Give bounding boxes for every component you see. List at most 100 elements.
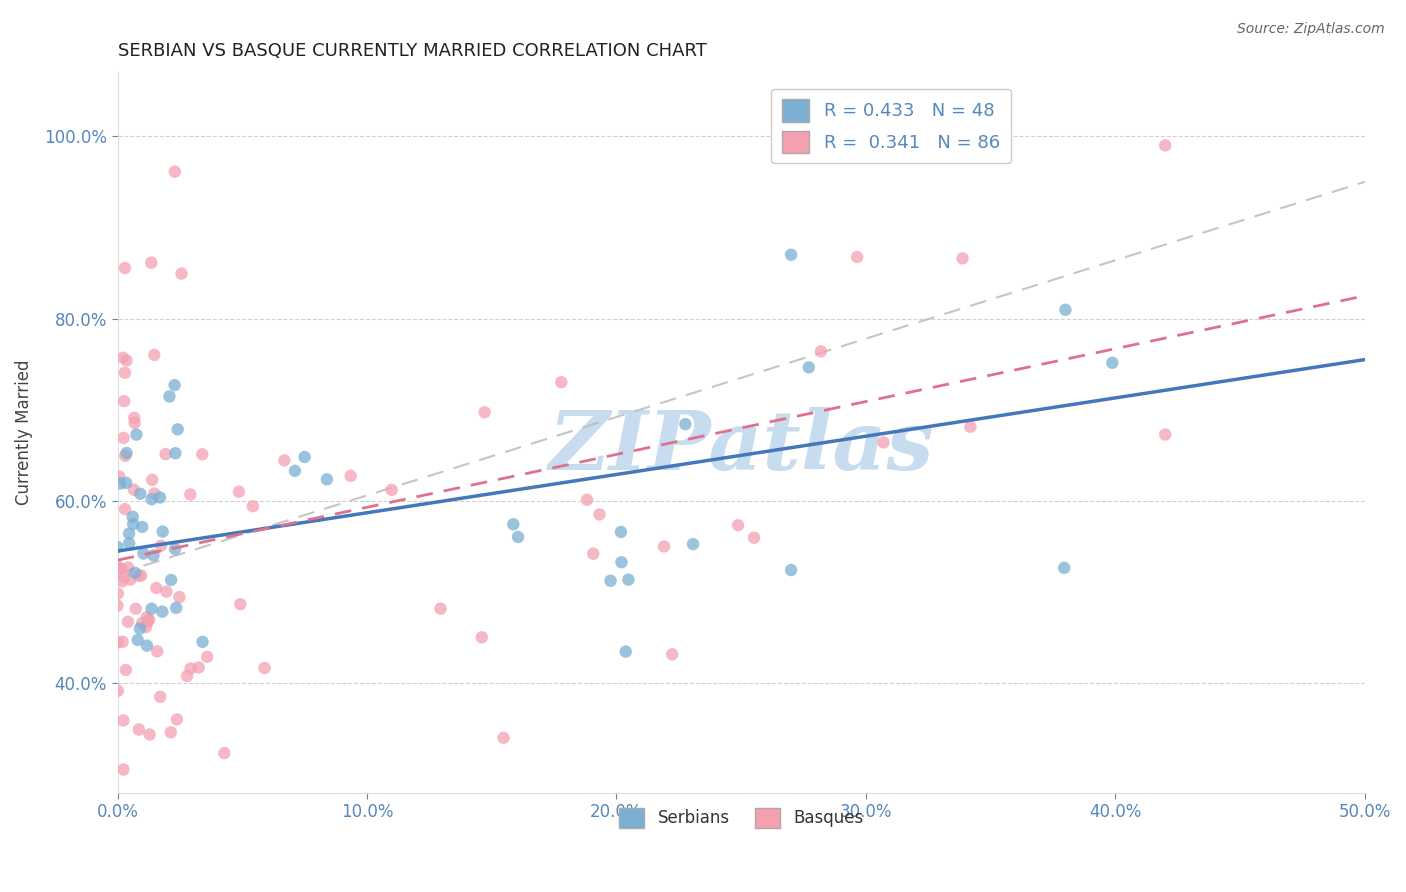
Point <box>115 663 138 677</box>
Point <box>143 486 166 500</box>
Point <box>138 613 160 627</box>
Point <box>114 260 136 275</box>
Point <box>253 661 276 675</box>
Point <box>124 416 146 430</box>
Point <box>160 573 183 587</box>
Point <box>141 255 163 269</box>
Point <box>214 746 236 760</box>
Point <box>159 725 181 739</box>
Point <box>1053 561 1076 575</box>
Point <box>610 524 633 539</box>
Point <box>152 524 174 539</box>
Point <box>1154 138 1177 153</box>
Point <box>163 378 186 392</box>
Point <box>165 446 187 460</box>
Point <box>143 348 166 362</box>
Point <box>155 447 177 461</box>
Point <box>228 484 250 499</box>
Point <box>180 661 202 675</box>
Point <box>110 476 132 491</box>
Point <box>127 632 149 647</box>
Point <box>150 605 173 619</box>
Point <box>114 502 136 516</box>
Point <box>471 630 494 644</box>
Point <box>1054 302 1077 317</box>
Point <box>107 683 129 698</box>
Point <box>846 250 869 264</box>
Point <box>138 727 160 741</box>
Point <box>429 601 451 615</box>
Point <box>191 635 214 649</box>
Point <box>107 635 129 649</box>
Point <box>229 597 252 611</box>
Point <box>952 252 974 266</box>
Point <box>165 542 187 557</box>
Point <box>122 483 145 497</box>
Point <box>661 648 683 662</box>
Point <box>118 536 141 550</box>
Point <box>166 422 188 436</box>
Point <box>149 690 172 704</box>
Point <box>112 570 135 584</box>
Point <box>121 509 143 524</box>
Point <box>959 419 981 434</box>
Point <box>132 547 155 561</box>
Point <box>474 405 496 419</box>
Point <box>780 563 803 577</box>
Point <box>110 562 132 576</box>
Point <box>128 622 150 636</box>
Point <box>582 547 605 561</box>
Point <box>107 599 129 613</box>
Point <box>191 447 214 461</box>
Legend: Serbians, Basques: Serbians, Basques <box>613 801 870 835</box>
Point <box>131 520 153 534</box>
Point <box>294 450 316 464</box>
Point <box>108 469 131 483</box>
Point <box>129 568 152 582</box>
Point <box>614 644 637 658</box>
Point <box>610 555 633 569</box>
Point <box>673 417 696 432</box>
Point <box>128 723 150 737</box>
Point <box>129 487 152 501</box>
Point <box>163 164 186 178</box>
Point <box>128 569 150 583</box>
Text: ZIPatlas: ZIPatlas <box>548 407 934 487</box>
Point <box>727 518 749 533</box>
Point <box>157 390 180 404</box>
Point <box>599 574 621 588</box>
Point <box>141 492 163 507</box>
Point <box>107 540 129 554</box>
Point <box>112 714 135 728</box>
Point <box>742 531 765 545</box>
Point <box>146 644 169 658</box>
Point <box>141 601 163 615</box>
Point <box>122 516 145 531</box>
Point <box>117 560 139 574</box>
Point <box>125 601 148 615</box>
Point <box>112 431 135 445</box>
Point <box>117 615 139 629</box>
Point <box>136 639 159 653</box>
Point <box>112 394 135 409</box>
Point <box>1154 427 1177 442</box>
Point <box>169 590 191 604</box>
Point <box>179 487 201 501</box>
Point <box>155 584 177 599</box>
Point <box>381 483 404 497</box>
Point <box>131 616 153 631</box>
Point <box>797 360 820 375</box>
Point <box>145 581 167 595</box>
Point <box>107 559 129 574</box>
Point <box>273 453 295 467</box>
Point <box>492 731 515 745</box>
Point <box>588 508 610 522</box>
Point <box>115 475 138 490</box>
Point <box>682 537 704 551</box>
Point <box>114 449 136 463</box>
Point <box>187 660 209 674</box>
Point <box>780 248 803 262</box>
Point <box>125 427 148 442</box>
Point <box>141 473 163 487</box>
Point <box>135 620 157 634</box>
